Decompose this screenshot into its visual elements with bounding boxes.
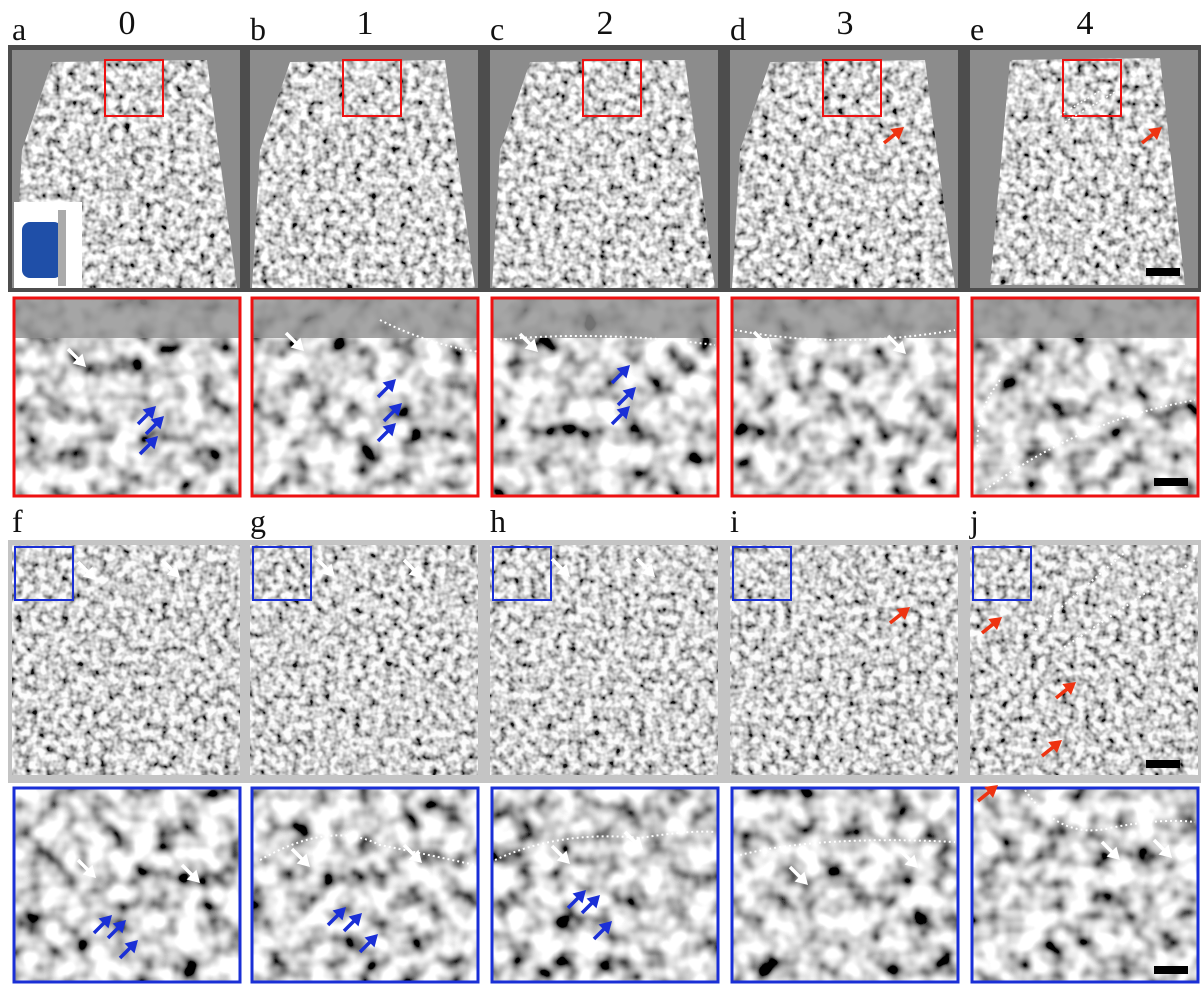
column-number: 2 <box>597 5 614 42</box>
scale-bar <box>1154 478 1188 486</box>
zoom-top <box>492 298 718 338</box>
panel-letter: c <box>490 11 504 47</box>
micrograph <box>732 60 955 288</box>
zoom-panel <box>492 788 718 982</box>
column-number: 0 <box>119 5 136 42</box>
scale-bar <box>1146 268 1180 276</box>
panel-letter: g <box>250 503 266 539</box>
panel-letter: f <box>12 503 23 539</box>
zoom-top <box>732 298 958 338</box>
panel-letter: h <box>490 503 506 539</box>
inset-plane <box>58 210 66 286</box>
panel-letter: b <box>250 11 266 47</box>
micrograph <box>990 58 1185 285</box>
panel-letter: e <box>970 11 984 47</box>
zoom-panel <box>972 788 1198 982</box>
scale-bar <box>1146 760 1180 768</box>
zoom-top <box>14 298 240 338</box>
zoom-panel <box>252 788 478 982</box>
panel-letter: a <box>12 11 26 47</box>
micrograph <box>970 545 1198 775</box>
inset-object <box>22 222 62 278</box>
zoom-panel <box>732 788 958 982</box>
micrograph <box>12 545 240 775</box>
micrograph <box>492 60 715 288</box>
column-number: 1 <box>357 5 374 42</box>
panel-letter: d <box>730 11 746 47</box>
column-number: 3 <box>837 5 854 42</box>
panel-letter: j <box>969 503 979 539</box>
column-number: 4 <box>1077 5 1094 42</box>
zoom-top <box>252 298 478 338</box>
micrograph <box>490 545 718 775</box>
micrograph <box>730 545 958 775</box>
scale-bar <box>1154 966 1188 974</box>
micrograph <box>252 60 475 288</box>
figure: a 0 b 1 c 2 d 3 e 4 f g h i j <box>0 0 1201 985</box>
panel-letter: i <box>730 503 739 539</box>
zoom-top <box>972 298 1198 338</box>
micrograph <box>250 545 478 775</box>
